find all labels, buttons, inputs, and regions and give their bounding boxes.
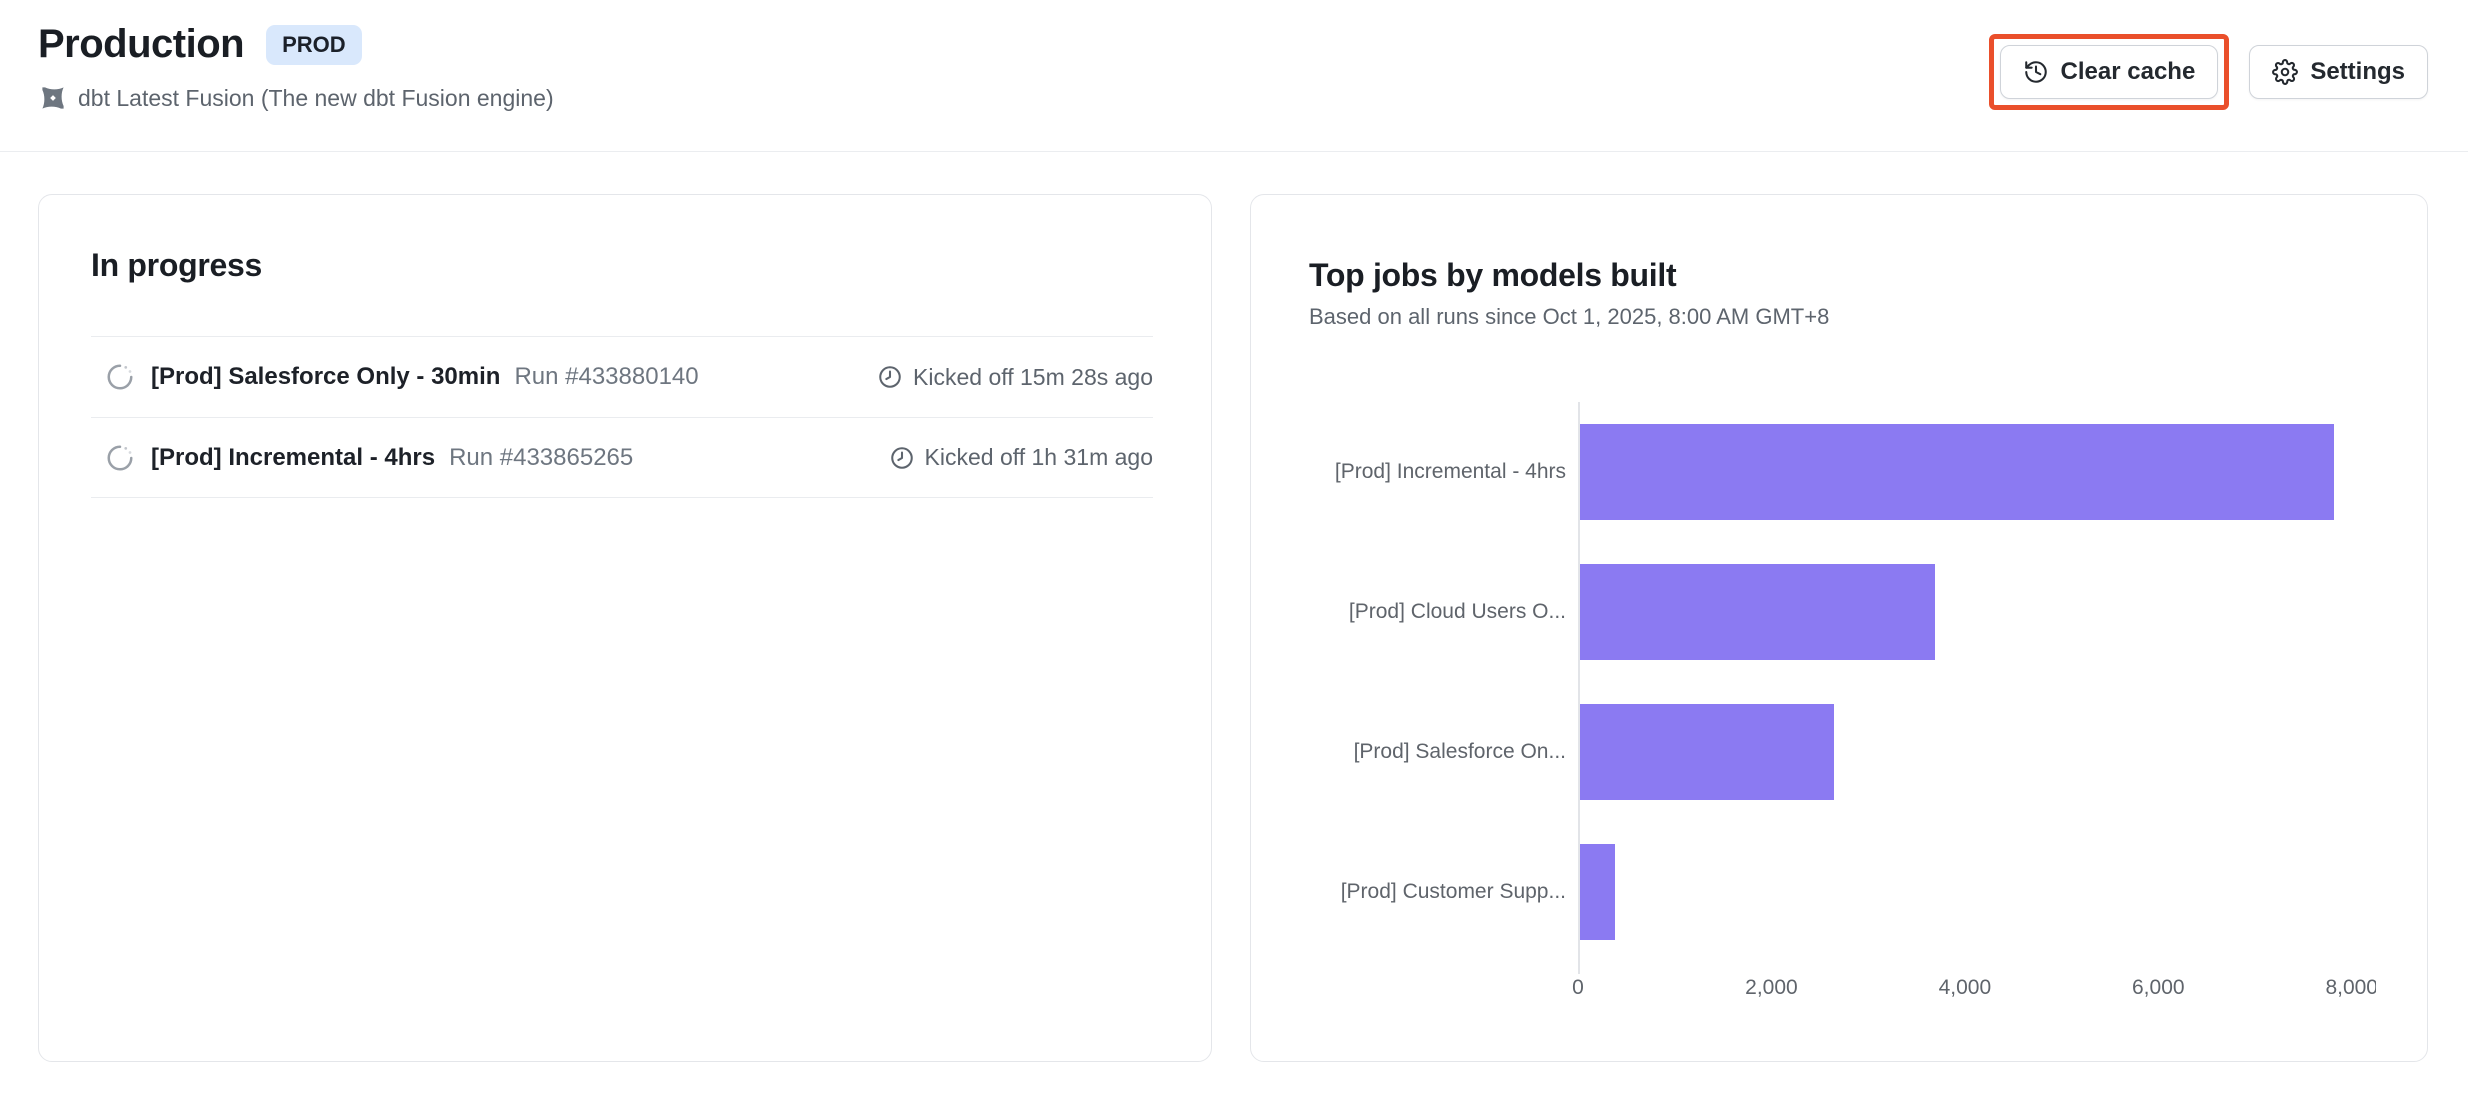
kicked-off-text: Kicked off 1h 31m ago: [924, 444, 1153, 470]
chart-tick-label: 8,000: [2325, 976, 2376, 999]
chart-bar: [1578, 564, 1935, 660]
chart-plot-area: 0 2,000 4,000 6,000 8,000: [1566, 402, 2376, 1014]
engine-label: dbt Latest Fusion (The new dbt Fusion en…: [78, 84, 554, 111]
settings-button[interactable]: Settings: [2249, 45, 2428, 99]
run-job-name: [Prod] Salesforce Only - 30min: [151, 363, 501, 390]
chart-bar: [1578, 844, 1615, 940]
chart-category-label: [Prod] Customer Supp...: [1340, 880, 1566, 903]
main-content: In progress [Prod] Salesforce Only - 30m…: [0, 152, 2468, 1062]
chart-y-axis-labels: [Prod] Incremental - 4hrs [Prod] Cloud Us…: [1309, 402, 1566, 1014]
spinner-icon: [105, 443, 135, 473]
history-icon: [2023, 59, 2049, 85]
kicked-off-text: Kicked off 15m 28s ago: [913, 363, 1153, 390]
run-number: Run #433880140: [514, 363, 699, 390]
run-number: Run #433865265: [449, 443, 634, 471]
chart-axis-line: [1578, 402, 1580, 974]
chart-subtitle: Based on all runs since Oct 1, 2025, 8:0…: [1309, 304, 1830, 329]
chart-category-label: [Prod] Cloud Users O...: [1348, 600, 1566, 623]
bar-chart: [Prod] Incremental - 4hrs [Prod] Cloud Us…: [1309, 402, 2427, 1014]
run-row[interactable]: [Prod] Salesforce Only - 30min Run #43388…: [91, 336, 1153, 417]
header-left: Production PROD dbt Latest Fusion (The n…: [38, 22, 554, 113]
clear-cache-button[interactable]: Clear cache: [1999, 45, 2219, 99]
chart-category-label: [Prod] Salesforce On...: [1353, 740, 1566, 763]
chart-bars: [1566, 402, 2376, 962]
page-title: Production: [38, 22, 245, 66]
gear-icon: [2272, 59, 2299, 85]
chart-band: [1566, 822, 2376, 962]
run-job-name: [Prod] Incremental - 4hrs: [151, 443, 436, 471]
runs-list: [Prod] Salesforce Only - 30min Run #43388…: [91, 336, 1153, 498]
header-actions: Clear cache Settings: [1988, 34, 2428, 110]
environment-badge: PROD: [266, 24, 362, 65]
clear-cache-label: Clear cache: [2060, 58, 2196, 85]
run-kicked-off: Kicked off 1h 31m ago: [889, 444, 1153, 471]
chart-bar: [1578, 704, 1834, 800]
chart-tick-label: 4,000: [1938, 976, 1992, 999]
chart-tick-label: 6,000: [2132, 976, 2185, 999]
in-progress-card: In progress [Prod] Salesforce Only - 30m…: [38, 194, 1212, 1062]
settings-label: Settings: [2310, 58, 2405, 85]
clock-icon: [877, 364, 903, 390]
chart-band: [1566, 682, 2376, 822]
chart-category-label: [Prod] Incremental - 4hrs: [1334, 460, 1566, 483]
annotation-highlight: Clear cache: [1988, 34, 2230, 110]
top-jobs-card: Top jobs by models built Based on all ru…: [1250, 194, 2428, 1062]
run-row[interactable]: [Prod] Incremental - 4hrs Run #433865265 K…: [91, 417, 1153, 498]
chart-tick-label: 0: [1572, 976, 1584, 999]
clock-icon: [889, 445, 915, 471]
dbt-fusion-icon: [38, 83, 68, 113]
chart-band: [1566, 402, 2376, 542]
chart-bar: [1578, 424, 2334, 520]
chart-band: [1566, 542, 2376, 682]
spinner-icon: [105, 362, 135, 392]
chart-title: Top jobs by models built: [1309, 257, 1677, 293]
in-progress-title: In progress: [91, 247, 262, 283]
page-header: Production PROD dbt Latest Fusion (The n…: [0, 0, 2468, 152]
chart-x-axis-ticks: 0 2,000 4,000 6,000 8,000: [1566, 962, 2376, 1014]
chart-tick-label: 2,000: [1745, 976, 1798, 999]
run-kicked-off: Kicked off 15m 28s ago: [877, 364, 1153, 391]
